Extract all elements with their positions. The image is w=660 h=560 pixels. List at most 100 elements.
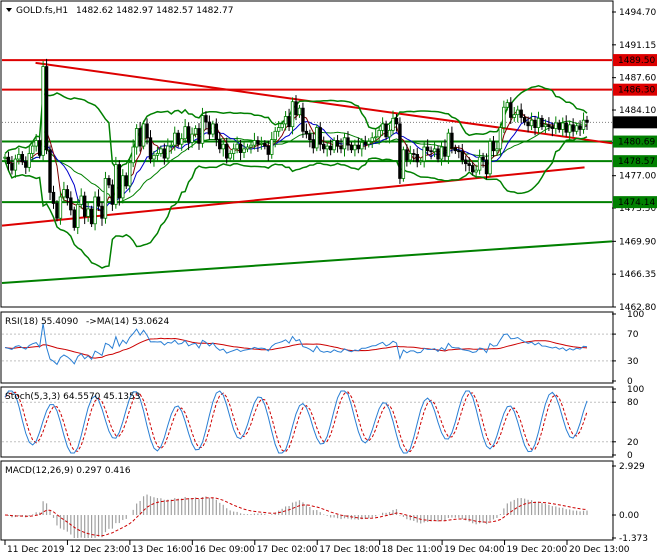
trendline xyxy=(1,240,613,284)
time-tick-label: 18 Dec 11:00 xyxy=(382,545,443,555)
candle-body xyxy=(498,127,503,150)
candle-body xyxy=(103,178,108,219)
candle-body xyxy=(287,116,291,128)
price-level-tag xyxy=(613,83,657,96)
candle-body xyxy=(162,148,167,159)
candle-body xyxy=(183,126,187,140)
candle-body xyxy=(481,156,485,161)
candle-body xyxy=(283,116,288,125)
candle-body xyxy=(176,132,180,145)
candle-body xyxy=(110,184,115,205)
candle-body xyxy=(512,114,516,118)
candle-body xyxy=(464,159,468,165)
candle-body xyxy=(425,146,430,152)
candle-body xyxy=(529,119,534,127)
macd-tick-label: 2.929 xyxy=(619,462,645,472)
candle-body xyxy=(204,115,208,123)
candle-body xyxy=(169,144,173,147)
price-tick-label: 1491.15 xyxy=(619,41,656,51)
candle-body xyxy=(509,102,513,118)
candle-body xyxy=(384,123,388,138)
candle-body xyxy=(585,119,589,123)
candle-body xyxy=(79,195,83,205)
candle-body xyxy=(477,156,482,171)
candle-body xyxy=(339,145,343,150)
stoch-label: Stoch(5,3,3) 64.5570 45.1353 xyxy=(5,392,140,402)
candle-body xyxy=(419,160,423,163)
candle-body xyxy=(166,145,170,159)
price-level-tag xyxy=(613,155,657,168)
candle-body xyxy=(526,121,530,127)
candle-body xyxy=(380,123,385,131)
candle-body xyxy=(516,109,520,116)
candle-body xyxy=(159,148,163,154)
price-tick-label: 1466.35 xyxy=(619,270,656,280)
candle-body xyxy=(270,139,274,155)
candle-body xyxy=(37,140,42,156)
stoch-tick-label: 20 xyxy=(627,438,639,448)
price-tick-label: 1484.10 xyxy=(619,106,656,116)
candle-body xyxy=(315,127,319,149)
candle-body xyxy=(432,148,437,153)
time-tick-label: 13 Dec 16:00 xyxy=(132,545,193,555)
time-tick-label: 19 Dec 04:00 xyxy=(444,545,505,555)
rsi-tick-label: 100 xyxy=(627,310,644,320)
candle-body xyxy=(332,140,336,151)
candle-body xyxy=(301,107,305,132)
candle-body xyxy=(96,196,101,207)
candle-body xyxy=(280,123,284,128)
candle-body xyxy=(554,122,558,129)
candle-body xyxy=(387,129,392,138)
candle-body xyxy=(186,126,191,143)
candle-body xyxy=(304,130,309,135)
candle-body xyxy=(484,159,489,175)
candle-body xyxy=(443,146,447,157)
main-price-plot xyxy=(1,58,613,284)
candle-body xyxy=(436,148,440,160)
candle-body xyxy=(322,143,326,150)
candle-body xyxy=(197,128,201,144)
trendline xyxy=(1,166,585,227)
candle-body xyxy=(100,205,104,219)
macd-panel-frame xyxy=(0,460,614,541)
candle-body xyxy=(31,145,35,154)
candle-body xyxy=(360,141,364,150)
candle-body xyxy=(571,124,575,132)
candle-body xyxy=(328,145,333,151)
candle-body xyxy=(453,147,458,152)
candle-body xyxy=(564,122,568,133)
candle-body xyxy=(263,142,267,147)
candle-body xyxy=(179,138,184,145)
time-tick-label: 16 Dec 09:00 xyxy=(194,545,255,555)
dropdown-arrow-icon[interactable] xyxy=(6,8,12,12)
macd-label: MACD(12,26,9) 0.297 0.416 xyxy=(5,466,131,476)
candle-body xyxy=(72,209,76,228)
rsi-line xyxy=(4,323,588,366)
candle-body xyxy=(145,123,149,139)
candle-body xyxy=(173,132,177,146)
candle-body xyxy=(27,153,31,168)
stoch-panel-frame xyxy=(0,386,614,458)
candle-body xyxy=(574,125,579,132)
candle-body xyxy=(377,129,381,138)
candle-body xyxy=(519,109,523,118)
price-tick-label: 1494.70 xyxy=(619,8,656,18)
time-tick-label: 12 Dec 23:00 xyxy=(69,545,130,555)
candle-body xyxy=(190,133,194,143)
candle-body xyxy=(422,146,426,162)
time-tick-label: 20 Dec 13:00 xyxy=(569,545,630,555)
candle-body xyxy=(10,163,14,171)
candle-body xyxy=(470,165,475,173)
candle-body xyxy=(211,123,215,135)
candle-body xyxy=(325,145,329,150)
price-tick-label: 1473.50 xyxy=(619,204,656,214)
symbol-label: GOLD.fs,H1 xyxy=(16,6,68,16)
price-level-label: 1480.69 xyxy=(618,138,655,148)
candle-body xyxy=(114,164,118,205)
macd-signal-line xyxy=(4,497,588,537)
candle-body xyxy=(488,141,492,175)
stoch-main-line xyxy=(4,390,588,454)
candle-body xyxy=(200,115,205,144)
stoch-tick-label: 0 xyxy=(627,451,633,461)
